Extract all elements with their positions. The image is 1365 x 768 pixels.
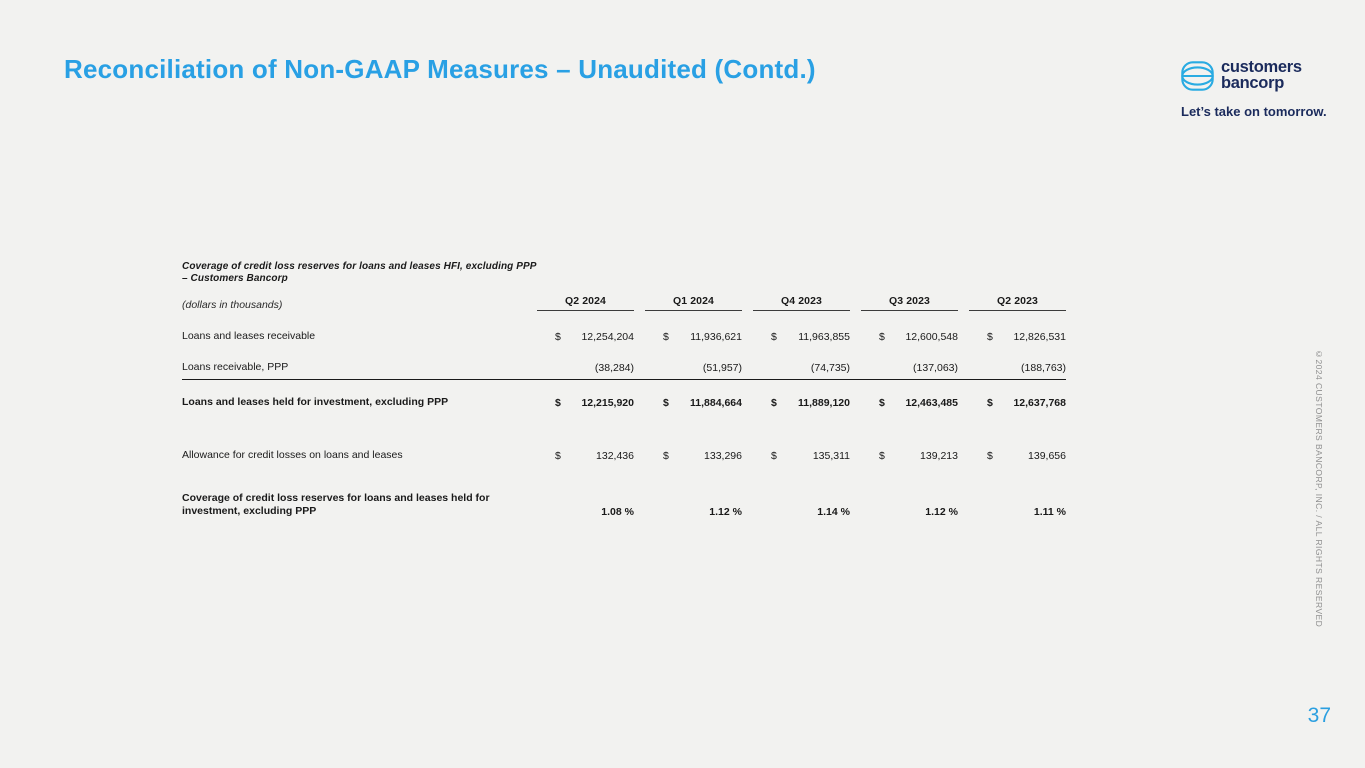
row-label: Loans and leases receivable bbox=[182, 329, 316, 342]
cell-value: 1.14 % bbox=[817, 506, 850, 519]
page-number: 37 bbox=[1307, 704, 1331, 727]
cell-value: 11,963,855 bbox=[798, 330, 850, 343]
brand-name-line1: customers bbox=[1221, 58, 1302, 76]
table-cell: $139,656 bbox=[969, 450, 1066, 462]
dollar-sign: $ bbox=[879, 330, 885, 343]
page-title: Reconciliation of Non-GAAP Measures – Un… bbox=[64, 54, 816, 84]
table-cell: 1.08 % bbox=[537, 506, 634, 518]
row-label: Loans receivable, PPP bbox=[182, 360, 289, 373]
cell-value: (74,735) bbox=[810, 361, 850, 374]
table-cell: (51,957) bbox=[645, 362, 742, 374]
table-cell: 1.11 % bbox=[969, 506, 1066, 518]
copyright-notice: ©2024 CUSTOMERS BANCORP, INC. / ALL RIGH… bbox=[1314, 349, 1324, 628]
table-row-coverage-ratio: Coverage of credit loss reserves for loa… bbox=[182, 492, 1066, 518]
column-header-q3-2023: Q3 2023 bbox=[861, 295, 958, 311]
table-title: Coverage of credit loss reserves for loa… bbox=[182, 261, 1066, 285]
table-cell: (74,735) bbox=[753, 362, 850, 374]
cell-value: 11,889,120 bbox=[798, 396, 850, 409]
dollar-sign: $ bbox=[555, 330, 561, 343]
table-cell: $12,600,548 bbox=[861, 331, 958, 343]
cell-value: 133,296 bbox=[704, 450, 742, 463]
cell-value: 12,637,768 bbox=[1013, 396, 1066, 409]
table-title-line1: Coverage of credit loss reserves for loa… bbox=[182, 261, 537, 272]
table-cell: $132,436 bbox=[537, 450, 634, 462]
cell-value: 1.12 % bbox=[925, 506, 958, 519]
cell-value: 11,884,664 bbox=[690, 396, 742, 409]
table-cell: 1.12 % bbox=[861, 506, 958, 518]
cell-value: 11,936,621 bbox=[690, 330, 742, 343]
cell-value: (137,063) bbox=[913, 361, 958, 374]
table-row-loans-leases-receivable: Loans and leases receivable $12,254,204 … bbox=[182, 330, 1066, 343]
table-cell: 1.12 % bbox=[645, 506, 742, 518]
table-row-loans-receivable-ppp: Loans receivable, PPP (38,284) (51,957) … bbox=[182, 361, 1066, 380]
table-cell: $11,884,664 bbox=[645, 397, 742, 409]
table-cell: $12,637,768 bbox=[969, 397, 1066, 409]
column-header-q2-2024: Q2 2024 bbox=[537, 295, 634, 311]
dollar-sign: $ bbox=[771, 450, 777, 463]
column-header-q4-2023: Q4 2023 bbox=[753, 295, 850, 311]
table-cell: $139,213 bbox=[861, 450, 958, 462]
cell-value: 139,656 bbox=[1028, 450, 1066, 463]
cell-value: 1.11 % bbox=[1033, 506, 1066, 519]
cell-value: (51,957) bbox=[702, 361, 742, 374]
cell-value: 1.08 % bbox=[601, 506, 634, 519]
table-cell: (188,763) bbox=[969, 362, 1066, 374]
dollar-sign: $ bbox=[555, 450, 561, 463]
cell-value: (188,763) bbox=[1021, 361, 1066, 374]
cell-value: 132,436 bbox=[596, 450, 634, 463]
brand-tagline: Let’s take on tomorrow. bbox=[1181, 104, 1327, 120]
table-cell: $12,463,485 bbox=[861, 397, 958, 409]
customers-bancorp-logo-icon bbox=[1181, 60, 1214, 91]
column-header-q1-2024: Q1 2024 bbox=[645, 295, 742, 311]
units-note: (dollars in thousands) bbox=[182, 298, 283, 311]
table-cell: $12,254,204 bbox=[537, 331, 634, 343]
dollar-sign: $ bbox=[663, 396, 669, 409]
cell-value: 139,213 bbox=[920, 450, 958, 463]
table-cell: $133,296 bbox=[645, 450, 742, 462]
financial-table: Coverage of credit loss reserves for loa… bbox=[182, 261, 1066, 518]
table-row-allowance-credit-losses: Allowance for credit losses on loans and… bbox=[182, 449, 1066, 462]
cell-value: 12,600,548 bbox=[905, 330, 958, 343]
cell-value: 1.12 % bbox=[709, 506, 742, 519]
dollar-sign: $ bbox=[987, 330, 993, 343]
row-label: Coverage of credit loss reserves for loa… bbox=[182, 492, 490, 518]
table-cell: $11,936,621 bbox=[645, 331, 742, 343]
brand-lockup: customers bancorp bbox=[1181, 58, 1325, 92]
column-header-q2-2023: Q2 2023 bbox=[969, 295, 1066, 311]
table-row-loans-leases-hfi-excl-ppp: Loans and leases held for investment, ex… bbox=[182, 396, 1066, 409]
brand-block: customers bancorp Let’s take on tomorrow… bbox=[1181, 58, 1327, 120]
brand-name-line2: bancorp bbox=[1221, 73, 1284, 92]
dollar-sign: $ bbox=[771, 396, 777, 409]
row-label: Loans and leases held for investment, ex… bbox=[182, 395, 449, 408]
cell-value: 12,463,485 bbox=[905, 396, 958, 409]
dollar-sign: $ bbox=[879, 450, 885, 463]
cell-value: 135,311 bbox=[812, 450, 850, 463]
brand-name: customers bancorp bbox=[1221, 58, 1302, 92]
dollar-sign: $ bbox=[555, 396, 561, 409]
cell-value: 12,254,204 bbox=[581, 330, 634, 343]
table-cell: (137,063) bbox=[861, 362, 958, 374]
dollar-sign: $ bbox=[771, 330, 777, 343]
table-header-row: (dollars in thousands) Q2 2024 Q1 2024 Q… bbox=[182, 295, 1066, 311]
table-cell: $12,215,920 bbox=[537, 397, 634, 409]
dollar-sign: $ bbox=[663, 330, 669, 343]
row-label: Allowance for credit losses on loans and… bbox=[182, 448, 403, 461]
table-cell: $135,311 bbox=[753, 450, 850, 462]
table-cell: $11,963,855 bbox=[753, 331, 850, 343]
dollar-sign: $ bbox=[987, 396, 993, 409]
dollar-sign: $ bbox=[663, 450, 669, 463]
table-cell: 1.14 % bbox=[753, 506, 850, 518]
cell-value: 12,826,531 bbox=[1013, 330, 1066, 343]
dollar-sign: $ bbox=[879, 396, 885, 409]
table-cell: $12,826,531 bbox=[969, 331, 1066, 343]
table-cell: $11,889,120 bbox=[753, 397, 850, 409]
table-title-line2: – Customers Bancorp bbox=[182, 272, 288, 284]
cell-value: (38,284) bbox=[594, 361, 634, 374]
dollar-sign: $ bbox=[987, 450, 993, 463]
table-cell: (38,284) bbox=[537, 362, 634, 374]
cell-value: 12,215,920 bbox=[581, 396, 634, 409]
